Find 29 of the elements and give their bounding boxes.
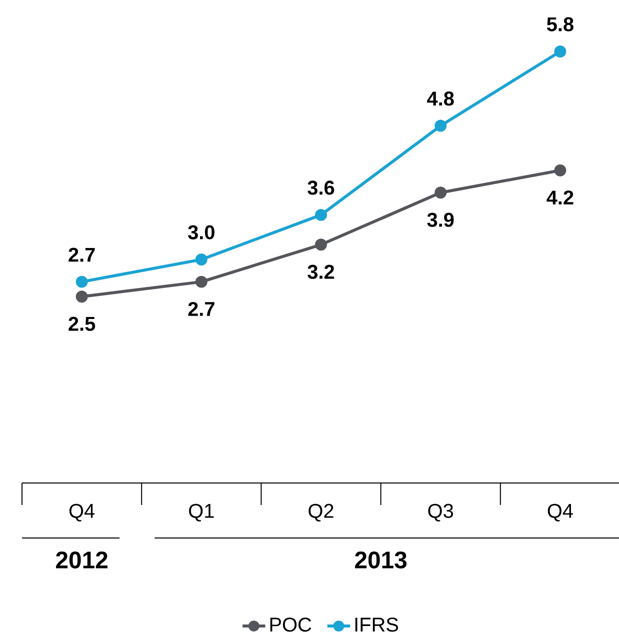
text: 2012 (56, 552, 108, 568)
data-label: 3.0 (188, 225, 214, 240)
point (554, 164, 566, 176)
point (315, 238, 327, 251)
point (195, 276, 208, 288)
legend-label: POC (270, 618, 312, 632)
data-label: 3.2 (308, 264, 334, 279)
x-tick-label: Q1 (189, 504, 214, 522)
text: 2013 (355, 552, 407, 568)
data-label: 4.2 (546, 190, 574, 204)
data-label: 4.8 (427, 92, 454, 106)
data-label: 5.8 (546, 17, 574, 32)
x-tick-label: Q3 (428, 504, 454, 522)
x-tick-label: Q2 (308, 504, 334, 522)
x-tick-label: Q4 (69, 504, 95, 522)
data-label: 2.7 (68, 248, 95, 262)
data-label: 3.9 (427, 212, 454, 227)
point (434, 120, 447, 132)
data-label: 2.5 (68, 316, 96, 331)
point (76, 276, 88, 288)
point (76, 290, 88, 303)
legend-label: IFRS (355, 618, 398, 632)
point (554, 46, 566, 58)
data-label: 2.7 (188, 302, 214, 316)
x-tick-label: Q4 (548, 504, 573, 522)
point (195, 254, 208, 266)
point (434, 186, 447, 199)
point (315, 208, 327, 221)
data-label: 3.6 (308, 180, 334, 195)
